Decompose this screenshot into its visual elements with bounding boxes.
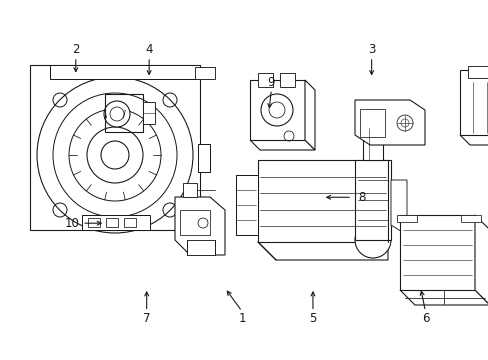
Polygon shape [183, 183, 197, 197]
Text: 8: 8 [357, 191, 365, 204]
Polygon shape [390, 180, 406, 235]
Bar [186, 240, 215, 255]
Polygon shape [142, 102, 155, 124]
Circle shape [354, 222, 390, 258]
Polygon shape [258, 242, 387, 260]
Bar [30, 65, 200, 230]
Circle shape [104, 101, 130, 127]
Text: 3: 3 [367, 43, 375, 56]
Bar [459, 70, 488, 135]
Bar [88, 218, 100, 227]
Polygon shape [354, 100, 424, 145]
Polygon shape [195, 67, 215, 79]
Bar [396, 215, 416, 222]
Bar [354, 160, 390, 240]
Bar [258, 73, 272, 87]
Text: 4: 4 [145, 43, 153, 56]
Bar [50, 65, 200, 79]
Bar [236, 175, 258, 235]
Bar [249, 80, 305, 140]
Text: 6: 6 [421, 312, 428, 325]
Bar [198, 144, 209, 172]
Bar [359, 109, 384, 137]
Text: 7: 7 [142, 312, 150, 325]
Polygon shape [474, 215, 488, 305]
Bar [280, 73, 294, 87]
Bar [467, 66, 488, 78]
Text: 1: 1 [238, 312, 245, 325]
Polygon shape [249, 140, 314, 150]
Bar [106, 218, 118, 227]
Bar [180, 210, 209, 235]
Polygon shape [175, 197, 224, 255]
Bar [460, 215, 480, 222]
Polygon shape [459, 135, 488, 145]
Text: 9: 9 [267, 76, 275, 89]
Polygon shape [399, 290, 488, 305]
Bar [124, 218, 136, 227]
Bar [258, 160, 387, 242]
Bar [362, 128, 382, 160]
Bar [399, 215, 474, 290]
Polygon shape [305, 80, 314, 150]
Text: 5: 5 [308, 312, 316, 325]
Text: 2: 2 [72, 43, 80, 56]
Text: 10: 10 [65, 217, 80, 230]
Bar [82, 215, 150, 230]
